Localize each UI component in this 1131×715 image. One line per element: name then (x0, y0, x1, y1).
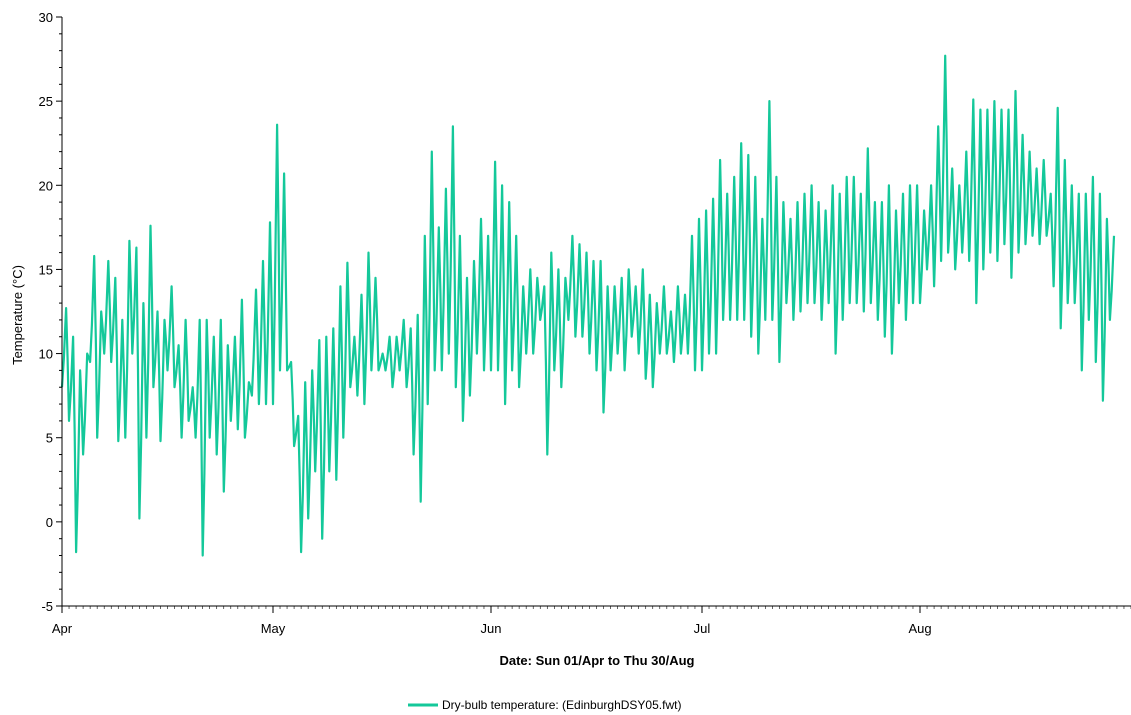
x-axis-ticks: Apr May Jun Jul Aug (52, 606, 1131, 636)
series-line-0 (60, 54, 1116, 557)
plot-area (60, 54, 1116, 557)
x-tick-label: Jul (694, 621, 711, 636)
x-tick-label: Jun (481, 621, 502, 636)
y-tick-label: 0 (46, 515, 53, 530)
y-tick-label: 25 (39, 94, 53, 109)
y-axis-title: Temperature (°C) (10, 265, 25, 365)
legend-label: Dry-bulb temperature: (EdinburghDSY05.fw… (442, 698, 681, 712)
x-axis-title: Date: Sun 01/Apr to Thu 30/Aug (499, 653, 694, 668)
y-tick-label: 15 (39, 262, 53, 277)
y-tick-label: 20 (39, 178, 53, 193)
y-tick-label: -5 (41, 599, 53, 614)
y-tick-label: 30 (39, 10, 53, 25)
y-axis-ticks: -5 0 5 10 15 20 25 30 (39, 10, 62, 614)
legend: Dry-bulb temperature: (EdinburghDSY05.fw… (408, 698, 681, 712)
axes: -5 0 5 10 15 20 25 30 Apr May Jun Jul Aug (39, 10, 1131, 636)
y-tick-label: 10 (39, 347, 53, 362)
x-tick-label: Apr (52, 621, 73, 636)
x-tick-label: Aug (908, 621, 931, 636)
y-tick-label: 5 (46, 431, 53, 446)
x-tick-label: May (261, 621, 286, 636)
